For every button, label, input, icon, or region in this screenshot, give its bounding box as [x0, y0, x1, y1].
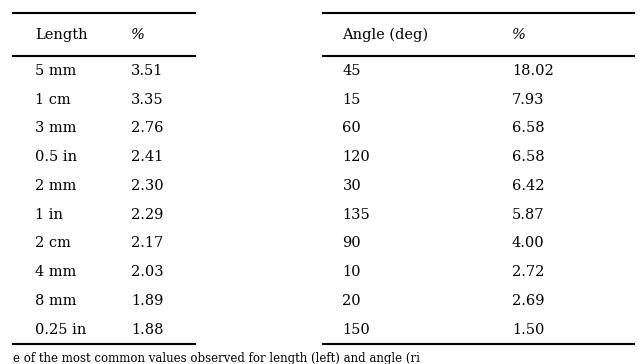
Text: 5 mm: 5 mm: [35, 64, 77, 78]
Text: 2 cm: 2 cm: [35, 236, 71, 250]
Text: 2.72: 2.72: [512, 265, 545, 279]
Text: 15: 15: [342, 92, 361, 107]
Text: 8 mm: 8 mm: [35, 294, 77, 308]
Text: 2.29: 2.29: [131, 207, 164, 222]
Text: 2.17: 2.17: [131, 236, 163, 250]
Text: 150: 150: [342, 323, 370, 337]
Text: e of the most common values observed for length (left) and angle (ri: e of the most common values observed for…: [13, 352, 420, 364]
Text: 3 mm: 3 mm: [35, 121, 77, 135]
Text: 2.69: 2.69: [512, 294, 545, 308]
Text: 10: 10: [342, 265, 361, 279]
Text: 2.76: 2.76: [131, 121, 164, 135]
Text: 120: 120: [342, 150, 370, 164]
Text: 1 cm: 1 cm: [35, 92, 71, 107]
Text: 135: 135: [342, 207, 370, 222]
Text: 4 mm: 4 mm: [35, 265, 77, 279]
Text: 18.02: 18.02: [512, 64, 554, 78]
Text: 5.87: 5.87: [512, 207, 545, 222]
Text: 2.03: 2.03: [131, 265, 164, 279]
Text: 3.35: 3.35: [131, 92, 164, 107]
Text: Length: Length: [35, 28, 88, 41]
Text: 0.25 in: 0.25 in: [35, 323, 86, 337]
Text: 4.00: 4.00: [512, 236, 545, 250]
Text: Angle (deg): Angle (deg): [342, 27, 429, 42]
Text: 6.58: 6.58: [512, 150, 545, 164]
Text: 90: 90: [342, 236, 361, 250]
Text: 2 mm: 2 mm: [35, 179, 77, 193]
Text: 1.50: 1.50: [512, 323, 545, 337]
Text: 7.93: 7.93: [512, 92, 545, 107]
Text: 3.51: 3.51: [131, 64, 164, 78]
Text: 6.42: 6.42: [512, 179, 545, 193]
Text: 0.5 in: 0.5 in: [35, 150, 77, 164]
Text: 60: 60: [342, 121, 361, 135]
Text: 20: 20: [342, 294, 361, 308]
Text: 45: 45: [342, 64, 361, 78]
Text: 6.58: 6.58: [512, 121, 545, 135]
Text: 1 in: 1 in: [35, 207, 63, 222]
Text: %: %: [512, 28, 526, 41]
Text: 2.30: 2.30: [131, 179, 164, 193]
Text: 1.88: 1.88: [131, 323, 164, 337]
Text: 2.41: 2.41: [131, 150, 163, 164]
Text: %: %: [131, 28, 145, 41]
Text: 1.89: 1.89: [131, 294, 164, 308]
Text: 30: 30: [342, 179, 361, 193]
